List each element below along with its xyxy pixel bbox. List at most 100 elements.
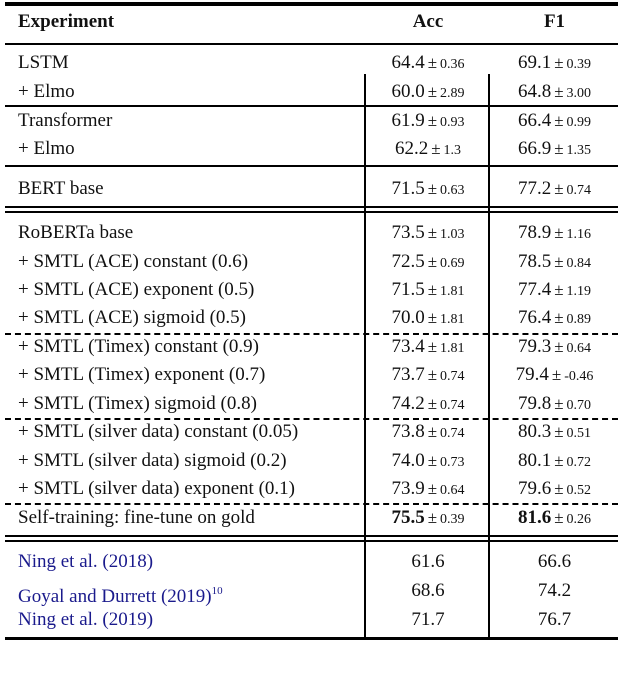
plus-minus-symbol: ±: [431, 139, 441, 158]
experiment-label: + SMTL (ACE) exponent (0.5): [18, 279, 255, 300]
acc-mean: 70.0: [391, 307, 425, 328]
row-experiment-name: + SMTL (ACE) constant (0.6): [18, 250, 248, 274]
row-experiment-name: + SMTL (Timex) sigmoid (0.8): [18, 392, 257, 416]
f1-std: 0.70: [566, 398, 592, 413]
plus-minus-symbol: ±: [554, 337, 564, 356]
f1-mean: 66.9: [517, 138, 552, 159]
experiment-label: BERT base: [18, 178, 104, 199]
row-acc-value: 73.8 ±0.74: [367, 420, 489, 446]
row-f1-value: 66.9 ±1.35: [491, 137, 618, 163]
f1-mean: 77.4: [517, 279, 552, 300]
acc-mean: 61.9: [391, 110, 425, 131]
plus-minus-symbol: ±: [554, 53, 564, 72]
row-f1-value: 79.3 ±0.64: [491, 335, 618, 361]
row-f1-value: 76.4 ±0.89: [491, 306, 618, 332]
f1-mean: 74.2: [537, 580, 572, 601]
experiment-label: + SMTL (ACE) sigmoid (0.5): [18, 307, 246, 328]
acc-std: 0.74: [440, 398, 465, 413]
row-experiment-name: RoBERTa base: [18, 221, 133, 245]
plus-minus-symbol: ±: [554, 422, 564, 441]
experiment-label: Self-training: fine-tune on gold: [18, 507, 255, 528]
row-acc-value: 72.5 ±0.69: [367, 250, 489, 276]
experiment-label: + SMTL (ACE) constant (0.6): [18, 251, 249, 272]
f1-std: 0.99: [566, 115, 592, 130]
plus-minus-symbol: ±: [427, 252, 438, 271]
acc-mean: 71.7: [411, 609, 445, 630]
plus-minus-symbol: ±: [554, 479, 564, 498]
row-acc-value: 62.2 ±1.3: [367, 137, 489, 163]
f1-mean: 79.6: [517, 478, 552, 499]
acc-mean: 74.2: [391, 393, 425, 414]
row-acc-value: 64.4 ±0.36: [367, 51, 489, 77]
row-acc-value: 73.5 ±1.03: [367, 221, 489, 247]
f1-std: 0.84: [566, 256, 592, 271]
plus-minus-symbol: ±: [427, 308, 438, 327]
row-acc-value: 70.0 ±1.81: [367, 306, 489, 332]
row-f1-value: 81.6 ±0.26: [491, 506, 618, 532]
f1-mean: 79.4: [515, 364, 549, 385]
row-f1-value: 80.3 ±0.51: [491, 420, 618, 446]
plus-minus-symbol: ±: [427, 82, 438, 101]
acc-std: 1.3: [443, 143, 462, 158]
plus-minus-symbol: ±: [427, 337, 438, 356]
experiment-label: + SMTL (Timex) constant (0.9): [18, 336, 259, 357]
f1-std: 0.39: [566, 57, 592, 72]
row-acc-value: 61.9 ±0.93: [367, 109, 489, 135]
acc-mean: 73.9: [391, 478, 425, 499]
plus-minus-symbol: ±: [427, 53, 438, 72]
plus-minus-symbol: ±: [554, 179, 564, 198]
row-acc-value: 71.5 ±0.63: [367, 177, 489, 203]
row-experiment-name: + SMTL (ACE) exponent (0.5): [18, 278, 254, 302]
f1-mean: 79.3: [517, 336, 552, 357]
header-acc: Acc: [412, 11, 444, 32]
acc-std: 0.63: [440, 183, 465, 198]
acc-mean: 73.4: [391, 336, 425, 357]
row-experiment-name: LSTM: [18, 51, 69, 75]
acc-mean: 71.5: [391, 279, 425, 300]
acc-std: 0.74: [440, 426, 465, 441]
f1-std: 0.26: [566, 512, 592, 527]
experiment-label: LSTM: [18, 52, 69, 73]
row-acc-value: 60.0 ±2.89: [367, 80, 489, 106]
acc-mean: 75.5: [391, 507, 425, 528]
acc-std: 0.39: [440, 512, 465, 527]
f1-mean: 76.4: [517, 307, 552, 328]
acc-mean: 74.0: [391, 450, 425, 471]
row-experiment-name: Goyal and Durrett (2019)10: [18, 579, 223, 609]
row-f1-value: 77.2 ±0.74: [491, 177, 618, 203]
row-acc-value: 74.0 ±0.73: [367, 449, 489, 475]
f1-std: 0.89: [566, 312, 592, 327]
f1-mean: 79.8: [517, 393, 552, 414]
plus-minus-symbol: ±: [554, 451, 564, 470]
horizontal-rule: [5, 43, 618, 45]
acc-std: 0.73: [440, 455, 465, 470]
row-experiment-name: + SMTL (silver data) sigmoid (0.2): [18, 449, 287, 473]
f1-std: 0.51: [566, 426, 592, 441]
row-f1-value: 69.1 ±0.39: [491, 51, 618, 77]
f1-mean: 81.6: [517, 507, 552, 528]
row-experiment-name: + SMTL (ACE) sigmoid (0.5): [18, 306, 246, 330]
plus-minus-symbol: ±: [427, 394, 438, 413]
f1-std: 3.00: [566, 86, 592, 101]
f1-mean: 78.9: [517, 222, 552, 243]
f1-mean: 69.1: [517, 52, 552, 73]
header-experiment: Experiment: [18, 11, 115, 32]
plus-minus-symbol: ±: [554, 223, 564, 242]
row-experiment-name: Ning et al. (2018): [18, 550, 153, 574]
acc-std: 1.81: [440, 312, 465, 327]
row-f1-value: 79.6 ±0.52: [491, 477, 618, 503]
acc-mean: 68.6: [411, 580, 445, 601]
acc-mean: 71.5: [391, 178, 425, 199]
experiment-label: Transformer: [18, 110, 113, 131]
experiment-label: Goyal and Durrett (2019): [18, 586, 212, 607]
row-f1-value: 79.4 ± -0.46: [491, 363, 618, 389]
acc-std: 0.64: [440, 483, 465, 498]
experiment-label: + SMTL (silver data) exponent (0.1): [18, 478, 295, 499]
acc-mean: 62.2: [394, 138, 429, 159]
f1-std: 0.64: [566, 341, 592, 356]
acc-mean: 73.7: [391, 364, 425, 385]
plus-minus-symbol: ±: [554, 280, 564, 299]
acc-mean: 72.5: [391, 251, 425, 272]
acc-std: 0.74: [440, 369, 465, 384]
dashed-rule: [5, 333, 618, 335]
